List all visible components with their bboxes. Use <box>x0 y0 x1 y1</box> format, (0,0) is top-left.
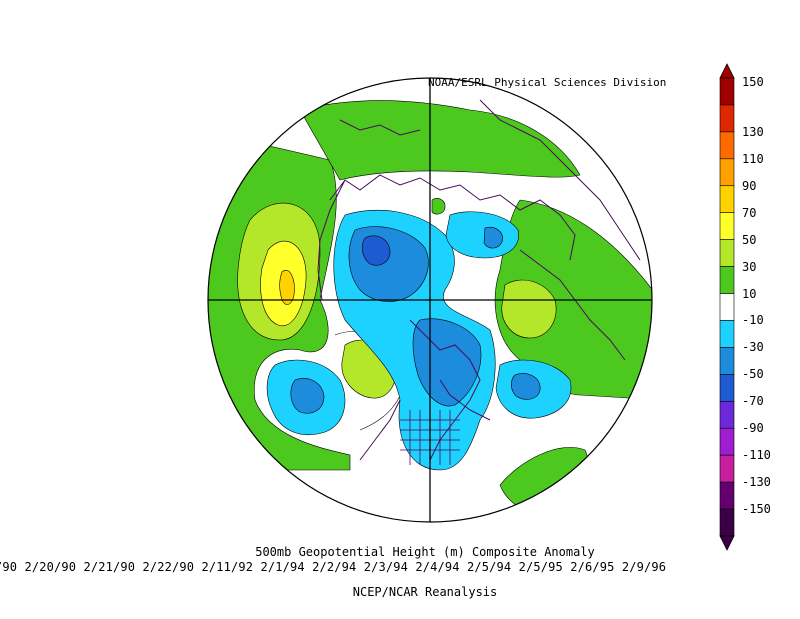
colorbar-swatch <box>719 347 735 375</box>
negative-anomaly-atlantic-inner <box>511 373 541 400</box>
colorbar-bottom-arrow <box>719 535 735 551</box>
colorbar-swatch <box>719 212 735 240</box>
colorbar-label: -130 <box>742 475 771 490</box>
positive-anomaly-east-inner <box>501 279 557 339</box>
positive-anomaly-west-peak <box>279 270 295 305</box>
credit-label: NOAA/ESRL Physical Sciences Division <box>428 76 667 89</box>
colorbar-swatch <box>719 185 735 214</box>
colorbar-swatch <box>719 266 735 294</box>
colorbar <box>719 63 735 551</box>
composite-dates: /90 2/20/90 2/21/90 2/22/90 2/11/92 2/1/… <box>0 560 667 574</box>
colorbar-label: 50 <box>742 232 757 247</box>
colorbar-label: 70 <box>742 205 757 220</box>
colorbar-swatch <box>719 427 735 456</box>
colorbar-swatch <box>719 104 735 133</box>
data-source: NCEP/NCAR Reanalysis <box>352 585 498 599</box>
colorbar-label: -110 <box>742 448 771 463</box>
positive-anomaly-north <box>299 100 581 181</box>
colorbar-label: 110 <box>742 151 764 166</box>
colorbar-swatch <box>719 374 735 402</box>
colorbar-swatch <box>719 320 735 348</box>
negative-anomaly-west-inner <box>290 378 325 414</box>
colorbar-swatch <box>719 239 735 267</box>
colorbar-swatch <box>719 158 735 187</box>
colorbar-label: 10 <box>742 286 757 301</box>
colorbar-label: -90 <box>742 421 764 436</box>
colorbar-label: -50 <box>742 367 764 382</box>
colorbar-swatch <box>719 293 735 321</box>
chart-title: 500mb Geopotential Height (m) Composite … <box>255 545 595 559</box>
colorbar-swatch <box>719 508 735 537</box>
colorbar-label: 30 <box>742 259 757 274</box>
colorbar-label: -150 <box>742 502 771 517</box>
positive-anomaly-small <box>431 198 446 215</box>
colorbar-swatch <box>719 481 735 510</box>
colorbar-swatch <box>719 400 735 429</box>
colorbar-label: -30 <box>742 340 764 355</box>
colorbar-label: 130 <box>742 124 764 139</box>
colorbar-top-arrow <box>719 63 735 79</box>
colorbar-label: -70 <box>742 394 764 409</box>
negative-anomaly-center-core <box>361 235 391 266</box>
colorbar-swatch <box>719 77 735 106</box>
negative-anomaly-northeast <box>445 211 519 259</box>
colorbar-swatch <box>719 454 735 483</box>
negative-anomaly-northeast-inner <box>483 227 503 249</box>
colorbar-label: 90 <box>742 178 757 193</box>
colorbar-label: -10 <box>742 313 764 328</box>
colorbar-label: 150 <box>742 75 764 89</box>
colorbar-swatch <box>719 131 735 160</box>
